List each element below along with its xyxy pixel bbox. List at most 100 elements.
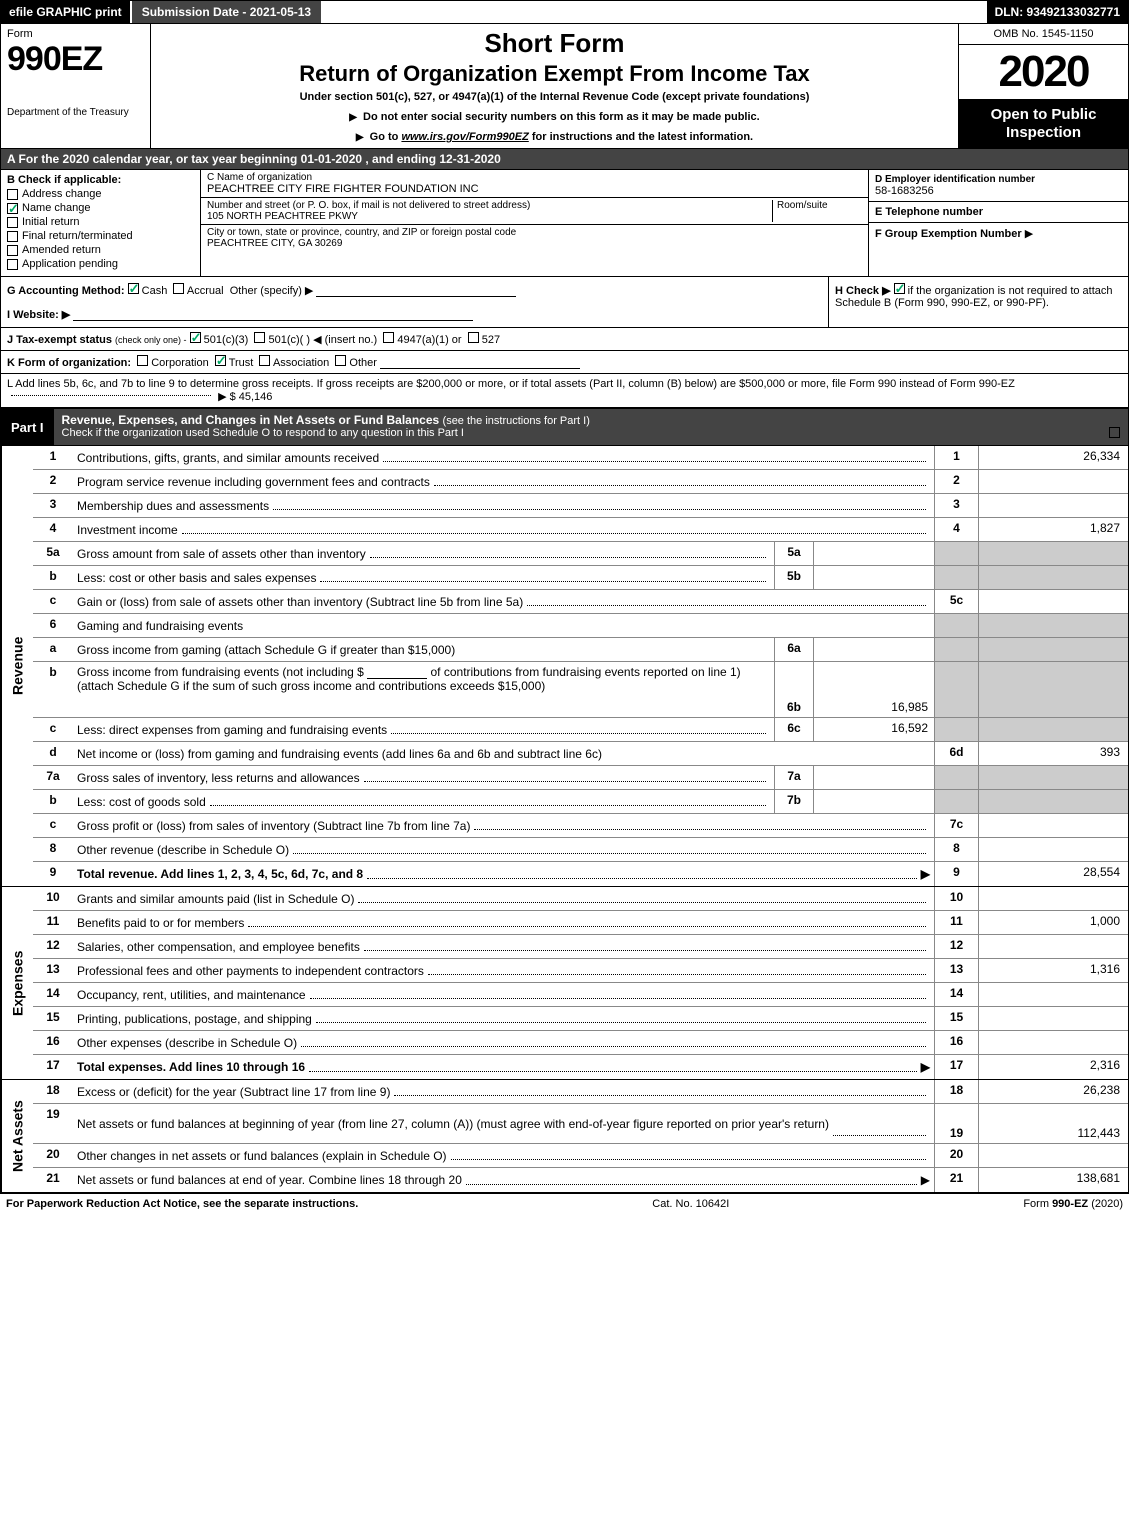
desc-text: Professional fees and other payments to … [77, 964, 424, 978]
row-desc: Occupancy, rent, utilities, and maintena… [73, 983, 934, 1006]
right-val: 138,681 [978, 1168, 1128, 1192]
right-num: 15 [934, 1007, 978, 1030]
topbar-spacer [323, 1, 986, 23]
row-15: 15 Printing, publications, postage, and … [33, 1007, 1128, 1031]
row-num: 19 [33, 1104, 73, 1143]
desc-text: Benefits paid to or for members [77, 916, 244, 930]
desc-text: Total revenue. Add lines 1, 2, 3, 4, 5c,… [77, 867, 363, 881]
other-specify-field[interactable] [316, 283, 516, 297]
row-3: 3 Membership dues and assessments 3 [33, 494, 1128, 518]
other-org-field[interactable] [380, 355, 580, 369]
desc-text: Gross sales of inventory, less returns a… [77, 771, 360, 785]
checkbox-schedule-o[interactable] [1109, 427, 1120, 438]
row-num: 15 [33, 1007, 73, 1030]
right-val-shaded [978, 542, 1128, 565]
row-5a: 5a Gross amount from sale of assets othe… [33, 542, 1128, 566]
checkbox-icon[interactable] [7, 203, 18, 214]
opt-527: 527 [482, 334, 500, 346]
checkbox-501c[interactable] [254, 332, 265, 343]
right-num-shaded [934, 638, 978, 661]
row-num: 5a [33, 542, 73, 565]
row-17: 17 Total expenses. Add lines 10 through … [33, 1055, 1128, 1079]
row-num: 14 [33, 983, 73, 1006]
row-num: b [33, 566, 73, 589]
row-7a: 7a Gross sales of inventory, less return… [33, 766, 1128, 790]
right-num: 2 [934, 470, 978, 493]
desc-text: Total expenses. Add lines 10 through 16 [77, 1060, 305, 1074]
check-final-return[interactable]: Final return/terminated [7, 230, 194, 242]
desc-text: Investment income [77, 523, 178, 537]
checkbox-corp[interactable] [137, 355, 148, 366]
row-1: 1 Contributions, gifts, grants, and simi… [33, 446, 1128, 470]
address-value: 105 NORTH PEACHTREE PKWY [207, 211, 772, 222]
right-val [978, 838, 1128, 861]
contrib-field[interactable] [367, 665, 427, 679]
row-20: 20 Other changes in net assets or fund b… [33, 1144, 1128, 1168]
checkbox-4947[interactable] [383, 332, 394, 343]
check-initial-return[interactable]: Initial return [7, 216, 194, 228]
netassets-section: Net Assets 18 Excess or (deficit) for th… [0, 1080, 1129, 1193]
irs-link[interactable]: www.irs.gov/Form990EZ [401, 131, 528, 143]
arrow-icon: ▶ [921, 1173, 930, 1187]
l-amount: 45,146 [239, 391, 273, 403]
revenue-tab-label: Revenue [1, 446, 33, 886]
checkbox-icon[interactable] [7, 245, 18, 256]
check-name-change[interactable]: Name change [7, 202, 194, 214]
subtitle: Under section 501(c), 527, or 4947(a)(1)… [157, 91, 952, 103]
city-box: City or town, state or province, country… [201, 225, 868, 251]
inline-num: 6c [774, 718, 814, 741]
expenses-section: Expenses 10 Grants and similar amounts p… [0, 887, 1129, 1080]
page-footer: For Paperwork Reduction Act Notice, see … [0, 1193, 1129, 1214]
row-desc: Other expenses (describe in Schedule O) [73, 1031, 934, 1054]
checkbox-accrual[interactable] [173, 283, 184, 294]
revenue-section: Revenue 1 Contributions, gifts, grants, … [0, 446, 1129, 887]
checkbox-assoc[interactable] [259, 355, 270, 366]
row-num: 4 [33, 518, 73, 541]
check-address-change[interactable]: Address change [7, 188, 194, 200]
group-exemption-label: F Group Exemption Number [875, 228, 1022, 240]
checkbox-501c3[interactable] [190, 332, 201, 343]
form-label: Form [7, 28, 144, 40]
row-9: 9 Total revenue. Add lines 1, 2, 3, 4, 5… [33, 862, 1128, 886]
main-title: Return of Organization Exempt From Incom… [157, 61, 952, 87]
check-application-pending[interactable]: Application pending [7, 258, 194, 270]
l-text: L Add lines 5b, 6c, and 7b to line 9 to … [7, 378, 1015, 390]
checkbox-other[interactable] [335, 355, 346, 366]
checkbox-cash[interactable] [128, 283, 139, 294]
checkbox-trust[interactable] [215, 355, 226, 366]
check-amended-return[interactable]: Amended return [7, 244, 194, 256]
checkbox-icon[interactable] [7, 259, 18, 270]
row-desc: Contributions, gifts, grants, and simila… [73, 446, 934, 469]
netassets-body: 18 Excess or (deficit) for the year (Sub… [33, 1080, 1128, 1192]
row-4: 4 Investment income 4 1,827 [33, 518, 1128, 542]
checkbox-h[interactable] [894, 283, 905, 294]
ein-value: 58-1683256 [875, 185, 1122, 197]
part1-check-line: Check if the organization used Schedule … [62, 427, 1120, 439]
k-label: K Form of organization: [7, 357, 131, 369]
row-num: 11 [33, 911, 73, 934]
checkbox-icon[interactable] [7, 231, 18, 242]
row-desc: Gross amount from sale of assets other t… [73, 542, 774, 565]
accrual-label: Accrual [187, 285, 224, 297]
right-val [978, 1007, 1128, 1030]
expenses-tab-label: Expenses [1, 887, 33, 1079]
efile-label[interactable]: efile GRAPHIC print [1, 1, 130, 23]
inline-val [814, 790, 934, 813]
row-desc: Investment income [73, 518, 934, 541]
goto-suffix: for instructions and the latest informat… [532, 131, 753, 143]
checkbox-icon[interactable] [7, 217, 18, 228]
right-num: 6d [934, 742, 978, 765]
ssn-warning: Do not enter social security numbers on … [157, 111, 952, 123]
desc-text: Grants and similar amounts paid (list in… [77, 892, 354, 906]
check-label: Application pending [22, 258, 118, 270]
box-g: G Accounting Method: Cash Accrual Other … [1, 277, 828, 327]
row-num: 21 [33, 1168, 73, 1192]
org-name-box: C Name of organization PEACHTREE CITY FI… [201, 170, 868, 198]
right-val-shaded [978, 766, 1128, 789]
website-field[interactable] [73, 307, 473, 321]
checkbox-527[interactable] [468, 332, 479, 343]
checkbox-icon[interactable] [7, 189, 18, 200]
address-main: Number and street (or P. O. box, if mail… [207, 200, 772, 222]
check-line-text: Check if the organization used Schedule … [62, 427, 464, 439]
j-sub: (check only one) - [115, 335, 187, 345]
